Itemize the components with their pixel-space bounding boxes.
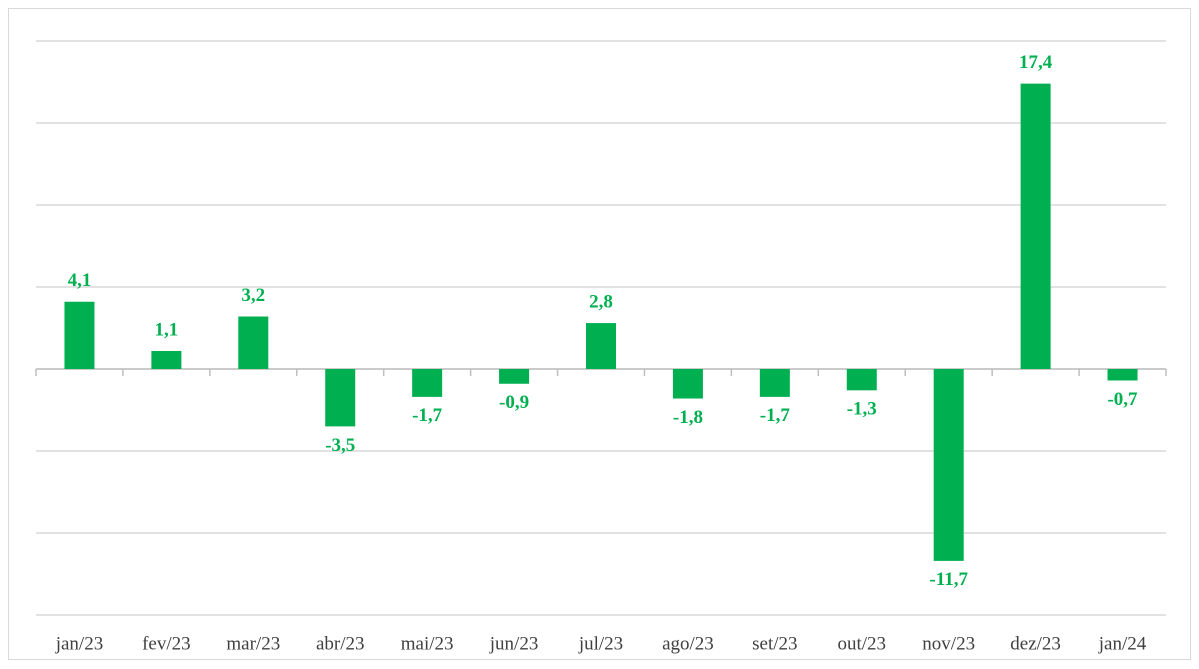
bar xyxy=(933,369,964,561)
data-label: 2,8 xyxy=(589,291,613,312)
bar xyxy=(759,369,790,397)
data-label: -3,5 xyxy=(325,435,355,456)
bar xyxy=(586,323,616,369)
x-tick-label: mar/23 xyxy=(226,633,280,654)
data-label: 3,2 xyxy=(241,285,265,306)
bar xyxy=(846,369,877,391)
data-label: -1,7 xyxy=(760,405,791,426)
bar xyxy=(1107,369,1138,381)
data-label: -1,3 xyxy=(847,399,877,420)
data-label: -0,9 xyxy=(499,392,529,413)
x-tick-label: jan/23 xyxy=(55,633,104,654)
bar xyxy=(325,369,356,427)
data-label: 17,4 xyxy=(1019,52,1053,73)
bar xyxy=(238,316,269,369)
bar xyxy=(672,369,703,399)
bar xyxy=(412,369,443,397)
bar xyxy=(1020,83,1051,369)
x-tick-label: mai/23 xyxy=(401,633,454,654)
bar xyxy=(151,350,182,369)
data-label: -1,7 xyxy=(412,405,443,426)
bar xyxy=(499,369,530,384)
data-label: -0,7 xyxy=(1107,389,1138,410)
bar xyxy=(64,301,95,369)
data-label: -11,7 xyxy=(929,569,968,590)
x-tick-label: abr/23 xyxy=(316,633,365,654)
x-tick-label: fev/23 xyxy=(142,633,191,654)
data-label: 4,1 xyxy=(68,270,92,291)
x-tick-label: jul/23 xyxy=(578,633,623,654)
x-tick-label: nov/23 xyxy=(922,633,975,654)
x-tick-label: jan/24 xyxy=(1098,633,1147,654)
x-tick-label: ago/23 xyxy=(662,633,714,654)
data-label: 1,1 xyxy=(155,319,179,340)
x-tick-label: jun/23 xyxy=(489,633,539,654)
x-tick-label: set/23 xyxy=(752,633,797,654)
x-tick-label: dez/23 xyxy=(1010,633,1061,654)
data-label: -1,8 xyxy=(673,407,703,428)
x-tick-label: out/23 xyxy=(837,633,886,654)
